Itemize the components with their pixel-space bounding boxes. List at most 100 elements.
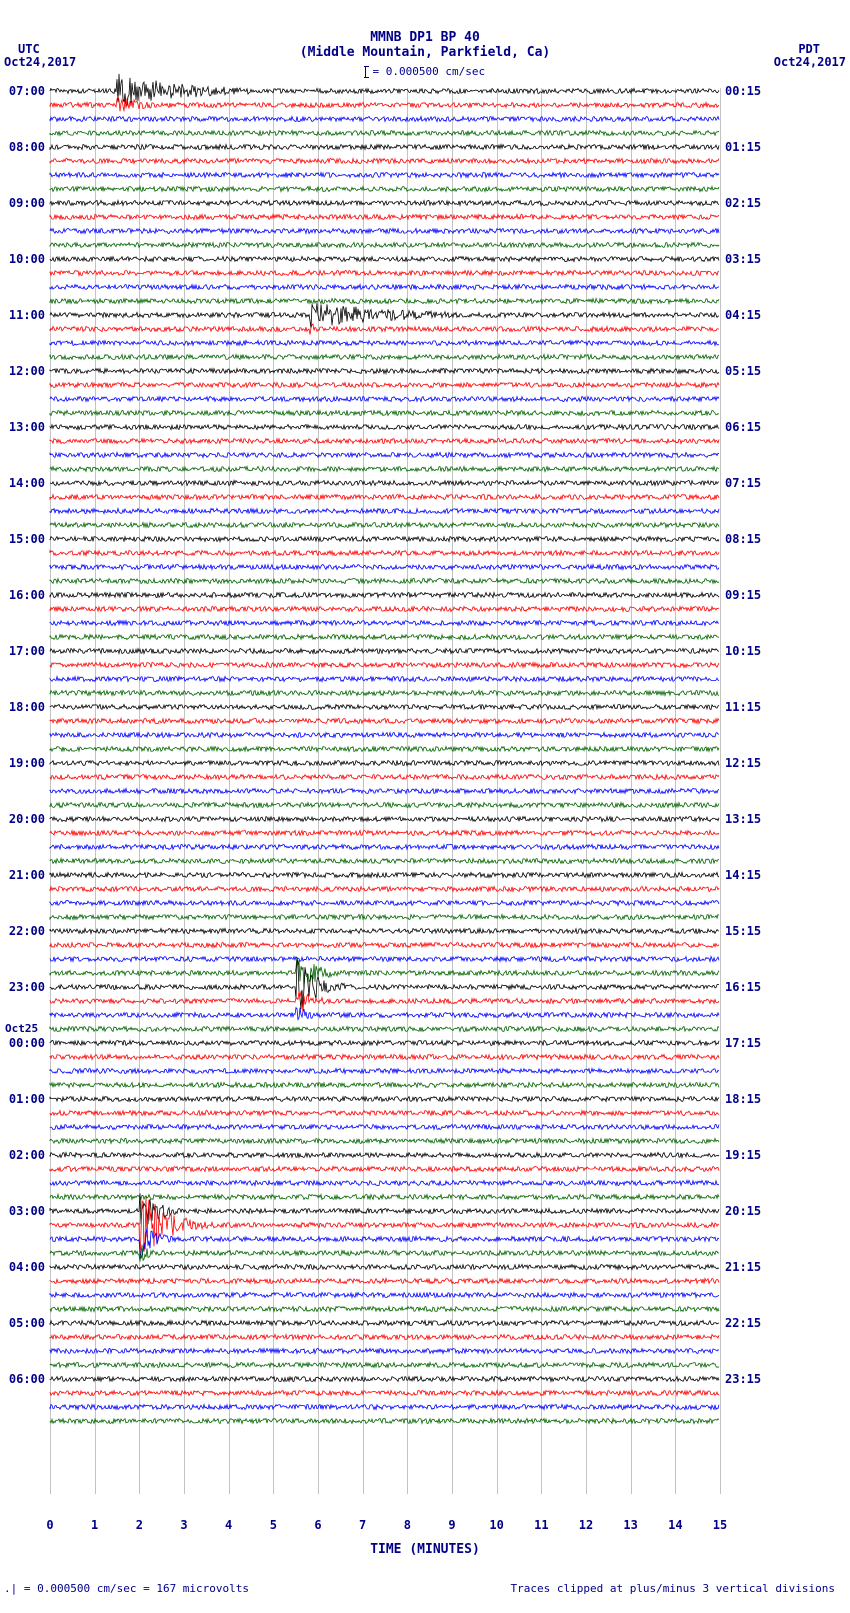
- trace-line: [50, 790, 720, 792]
- x-tick: 4: [225, 1518, 232, 1532]
- trace-line: [50, 1084, 720, 1086]
- hour-label-right: 07:15: [725, 476, 770, 490]
- timezone-left: UTC: [18, 42, 40, 56]
- trace-line: [50, 118, 720, 120]
- trace-line: [50, 888, 720, 890]
- trace-line: [50, 1294, 720, 1296]
- trace-line: [50, 860, 720, 862]
- trace-line: [50, 916, 720, 918]
- trace-line: [50, 692, 720, 694]
- trace-line: [50, 1140, 720, 1142]
- trace-line: [50, 1392, 720, 1394]
- hour-label-left: 13:00: [5, 420, 45, 434]
- hour-label-left: 00:00: [5, 1036, 45, 1050]
- hour-label-left: 11:00: [5, 308, 45, 322]
- trace-line: [50, 594, 720, 596]
- x-tick: 9: [448, 1518, 455, 1532]
- trace-line: [50, 524, 720, 526]
- trace-line: [50, 216, 720, 218]
- trace-line: [50, 930, 720, 932]
- hour-label-right: 01:15: [725, 140, 770, 154]
- trace-line: [50, 1154, 720, 1156]
- trace-line: [50, 384, 720, 386]
- trace-line: [50, 90, 720, 92]
- hour-label-left: 08:00: [5, 140, 45, 154]
- hour-label-right: 16:15: [725, 980, 770, 994]
- x-tick: 0: [46, 1518, 53, 1532]
- trace-line: [50, 342, 720, 344]
- gridline: [720, 88, 721, 1494]
- x-tick: 7: [359, 1518, 366, 1532]
- hour-label-right: 05:15: [725, 364, 770, 378]
- x-tick: 12: [579, 1518, 593, 1532]
- trace-line: [50, 902, 720, 904]
- trace-line: [50, 1350, 720, 1352]
- trace-line: [50, 1182, 720, 1184]
- hour-label-left: 02:00: [5, 1148, 45, 1162]
- hour-label-left: 04:00: [5, 1260, 45, 1274]
- hour-label-left: 06:00: [5, 1372, 45, 1386]
- hour-label-right: 02:15: [725, 196, 770, 210]
- station-location: (Middle Mountain, Parkfield, Ca): [0, 45, 850, 60]
- date-right: Oct24,2017: [774, 55, 846, 69]
- hour-label-left: 09:00: [5, 196, 45, 210]
- trace-line: [50, 580, 720, 582]
- trace-line: [50, 986, 720, 988]
- trace-line: [50, 1280, 720, 1282]
- hour-label-right: 17:15: [725, 1036, 770, 1050]
- trace-line: [50, 468, 720, 470]
- trace-line: [50, 1308, 720, 1310]
- trace-line: [50, 230, 720, 232]
- trace-line: [50, 370, 720, 372]
- trace-line: [50, 412, 720, 414]
- hour-label-left: 12:00: [5, 364, 45, 378]
- trace-line: [50, 734, 720, 736]
- hour-label-right: 23:15: [725, 1372, 770, 1386]
- trace-line: [50, 314, 720, 316]
- trace-line: [50, 398, 720, 400]
- trace-line: [50, 286, 720, 288]
- trace-line: [50, 356, 720, 358]
- hour-label-left: 20:00: [5, 812, 45, 826]
- trace-line: [50, 1238, 720, 1240]
- trace-line: [50, 160, 720, 162]
- hour-label-right: 20:15: [725, 1204, 770, 1218]
- hour-label-left: 21:00: [5, 868, 45, 882]
- x-tick: 1: [91, 1518, 98, 1532]
- hour-label-right: 19:15: [725, 1148, 770, 1162]
- trace-line: [50, 1196, 720, 1198]
- hour-label-left: 19:00: [5, 756, 45, 770]
- trace-line: [50, 1014, 720, 1016]
- hour-label-left: 22:00: [5, 924, 45, 938]
- hour-label-right: 00:15: [725, 84, 770, 98]
- hour-label-right: 13:15: [725, 812, 770, 826]
- trace-line: [50, 1266, 720, 1268]
- seismogram-plot: 07:0000:1508:0001:1509:0002:1510:0003:15…: [50, 88, 720, 1494]
- trace-line: [50, 1098, 720, 1100]
- trace-line: [50, 454, 720, 456]
- hour-label-right: 18:15: [725, 1092, 770, 1106]
- hour-label-right: 04:15: [725, 308, 770, 322]
- trace-line: [50, 636, 720, 638]
- hour-label-right: 12:15: [725, 756, 770, 770]
- trace-line: [50, 1322, 720, 1324]
- trace-line: [50, 972, 720, 974]
- hour-label-left: 07:00: [5, 84, 45, 98]
- trace-line: [50, 258, 720, 260]
- trace-line: [50, 720, 720, 722]
- trace-line: [50, 832, 720, 834]
- trace-line: [50, 622, 720, 624]
- trace-line: [50, 762, 720, 764]
- x-tick: 15: [713, 1518, 727, 1532]
- hour-label-left: 03:00: [5, 1204, 45, 1218]
- trace-line: [50, 440, 720, 442]
- trace-line: [50, 776, 720, 778]
- trace-line: [50, 748, 720, 750]
- trace-line: [50, 818, 720, 820]
- date-change-label: Oct25: [5, 1022, 45, 1035]
- trace-line: [50, 132, 720, 134]
- hour-label-right: 22:15: [725, 1316, 770, 1330]
- hour-label-right: 09:15: [725, 588, 770, 602]
- trace-line: [50, 300, 720, 302]
- hour-label-left: 15:00: [5, 532, 45, 546]
